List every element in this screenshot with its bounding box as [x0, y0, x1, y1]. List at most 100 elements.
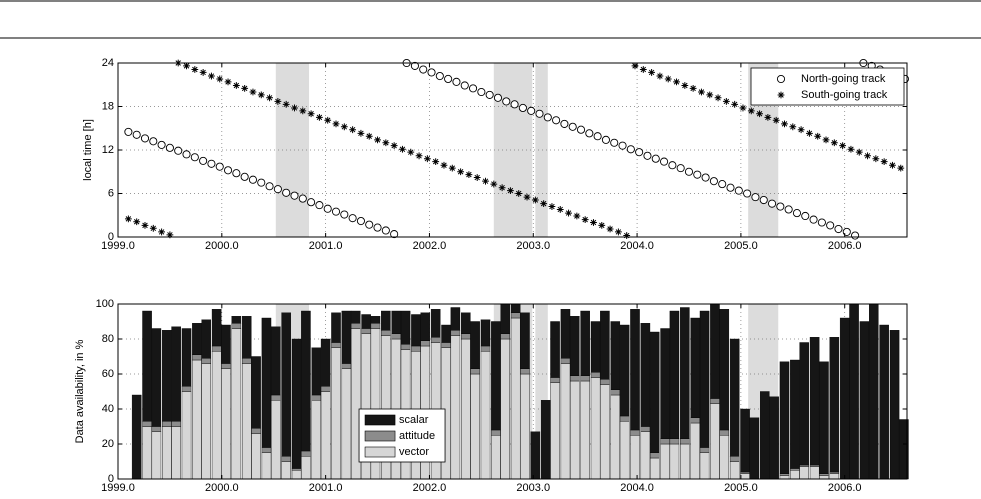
point-asterisk [332, 120, 340, 128]
legend-label: vector [399, 446, 429, 458]
point-circle [307, 198, 316, 207]
point-circle [132, 130, 141, 139]
bar-segment [809, 337, 820, 466]
point-circle [232, 169, 241, 178]
bar-segment [520, 368, 530, 375]
bar-segment [450, 335, 461, 480]
point-asterisk [581, 216, 589, 223]
bar-segment [400, 344, 411, 350]
bar-segment [271, 326, 281, 396]
bar-segment [241, 363, 252, 480]
point-circle [207, 159, 216, 168]
bar-segment [779, 361, 790, 474]
bar-segment [869, 303, 879, 480]
x-tick-label: 2006.0 [828, 240, 862, 252]
bar-segment [441, 342, 451, 348]
point-asterisk [365, 132, 373, 140]
bar-segment [370, 323, 381, 329]
legend-swatch [364, 430, 396, 442]
point-asterisk [432, 158, 440, 165]
point-asterisk [739, 104, 747, 112]
bar-segment [680, 443, 690, 480]
shaded-span [275, 63, 310, 237]
bar-segment [320, 391, 331, 480]
bar-segment [162, 426, 172, 480]
bar-segment [341, 368, 352, 480]
point-asterisk [830, 139, 838, 147]
point-circle [381, 226, 390, 235]
bar-segment [540, 400, 551, 480]
bar-segment [391, 310, 401, 334]
point-asterisk [764, 113, 772, 121]
bar-segment [331, 342, 341, 348]
x-tick-label: 2003.0 [516, 482, 550, 494]
bar-segment [311, 400, 322, 480]
point-asterisk [316, 113, 323, 121]
point-asterisk [282, 100, 290, 108]
point-asterisk [540, 200, 548, 208]
bar-segment [261, 452, 272, 480]
point-asterisk [133, 218, 141, 226]
x-tick-label: 2000.0 [205, 240, 239, 252]
point-asterisk [706, 91, 714, 99]
bar-segment [610, 321, 621, 390]
point-asterisk [382, 139, 390, 147]
bar-segment [600, 310, 610, 380]
bar-segment [640, 426, 651, 432]
x-tick-label: 2004.0 [620, 482, 654, 494]
point-asterisk [639, 66, 647, 73]
bar-segment [142, 421, 152, 427]
y-tick-label: 6 [108, 187, 114, 199]
point-circle [493, 93, 503, 102]
bar-segment [271, 400, 281, 480]
point-asterisk [498, 184, 506, 192]
point-circle [552, 116, 561, 125]
point-circle [776, 202, 785, 211]
point-circle [817, 218, 826, 227]
bar-segment [550, 382, 560, 480]
point-asterisk [548, 203, 556, 210]
bar-segment [381, 310, 391, 331]
point-asterisk [698, 88, 705, 96]
point-circle [199, 156, 208, 165]
point-circle [323, 204, 332, 213]
x-tick-label: 2005.0 [724, 482, 758, 494]
bar-segment [510, 303, 521, 313]
point-circle [684, 167, 694, 176]
point-circle [643, 151, 652, 160]
y-tick-label: 80 [102, 333, 114, 345]
bar-segment [799, 342, 809, 466]
bar-segment [500, 303, 511, 334]
point-asterisk [241, 84, 249, 92]
bar-segment [301, 450, 311, 457]
point-circle [676, 164, 685, 173]
bar-segment [470, 368, 480, 375]
bar-segment [320, 386, 331, 392]
bar-segment [849, 303, 859, 480]
bar-segment [361, 314, 371, 329]
point-asterisk [473, 174, 481, 181]
point-asterisk [756, 110, 763, 118]
bar-segment [491, 435, 501, 480]
bar-segment [560, 363, 571, 480]
legend-swatch [364, 414, 396, 426]
point-asterisk [374, 136, 381, 144]
bar-segment [151, 431, 162, 480]
bar-segment [690, 417, 700, 424]
bar-segment [192, 354, 202, 361]
point-circle [726, 183, 735, 192]
bar-segment [151, 426, 162, 432]
point-circle [452, 77, 461, 86]
y-tick-label: 24 [102, 57, 114, 69]
point-asterisk [889, 161, 896, 169]
bar-segment [829, 473, 840, 480]
bar-segment [590, 321, 601, 373]
bar-segment [680, 307, 690, 439]
point-asterisk [124, 215, 132, 223]
x-tick-label: 2003.0 [516, 240, 550, 252]
point-circle [348, 214, 357, 223]
y-tick-label: 100 [96, 298, 114, 310]
point-circle [215, 162, 224, 171]
